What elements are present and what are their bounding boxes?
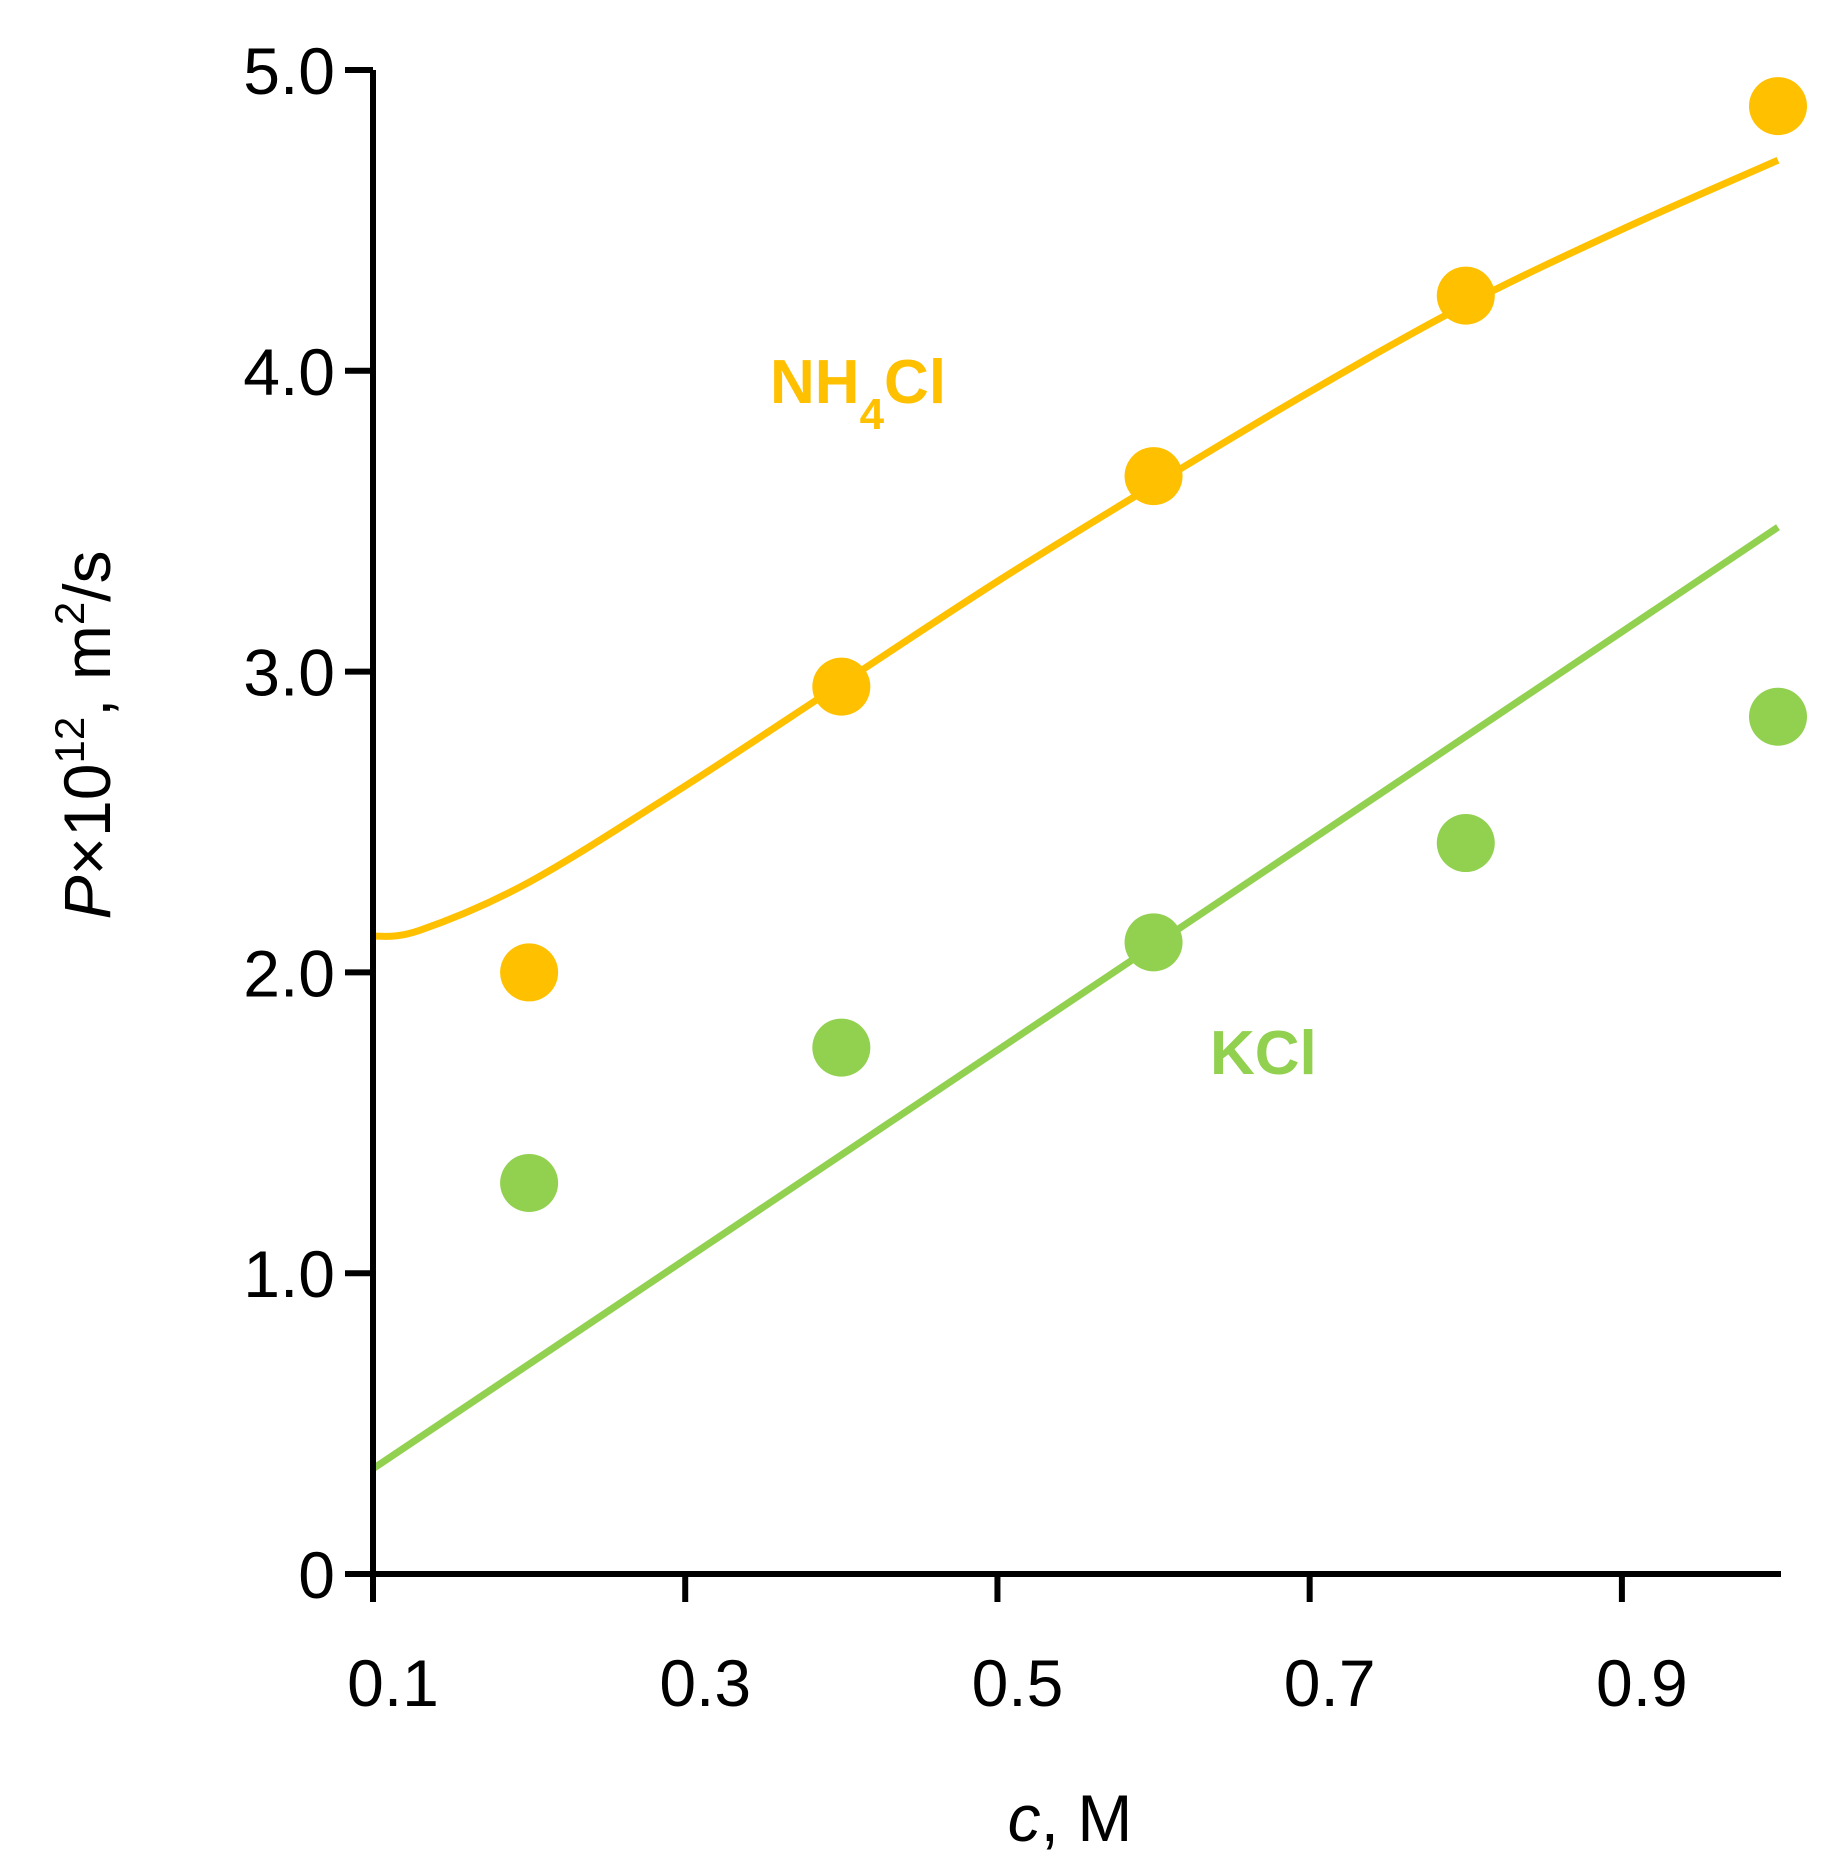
x-tick-label: 0.1 [347,1646,439,1720]
data-point-kcl [1436,814,1495,873]
fit-line-nh4cl [372,157,1780,940]
data-point-nh4cl [1124,447,1183,506]
data-point-nh4cl [812,657,871,716]
data-point-kcl [1749,687,1807,746]
y-tick-label: 2.0 [243,936,335,1010]
y-tick-label: 5.0 [243,34,335,108]
y-tick-label: 0 [298,1538,335,1612]
y-axis-title: P×1012, m2/s [46,550,124,919]
y-tick-label: 4.0 [243,335,335,409]
data-point-kcl [1124,913,1183,972]
x-tick-label: 0.3 [659,1646,751,1720]
y-ticks: 0 1.0 2.0 3.0 4.0 5.0 [243,34,373,1612]
x-axis-title: c, M [1008,1781,1133,1855]
data-point-nh4cl [1436,266,1495,325]
data-point-nh4cl [1749,77,1807,136]
data-point-kcl [500,1153,559,1212]
x-tick-label: 0.7 [1284,1646,1376,1720]
data-point-kcl [812,1018,871,1077]
series-label-kcl: KCl [1210,1019,1317,1088]
y-tick-label: 1.0 [243,1237,335,1311]
y-tick-label: 3.0 [243,636,335,710]
series-label-nh4cl: NH4Cl [770,348,946,439]
fit-line-kcl [371,524,1780,1472]
data-point-nh4cl [500,943,559,1002]
x-tick-label: 0.9 [1596,1646,1688,1720]
x-ticks: 0.1 0.3 0.5 0.7 0.9 [347,1574,1688,1720]
x-tick-label: 0.5 [972,1646,1064,1720]
series-layer [371,77,1807,1472]
